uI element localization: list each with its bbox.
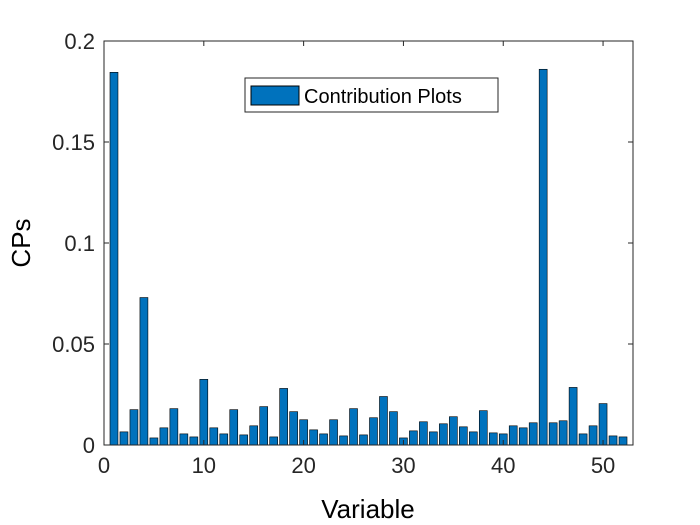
bar [488, 432, 498, 446]
x-tick-label: 40 [491, 453, 515, 478]
bar [249, 425, 259, 446]
x-axis-label: Variable [321, 494, 414, 524]
bar [508, 425, 518, 446]
bar [419, 421, 428, 446]
legend-swatch [250, 85, 300, 106]
bar [159, 427, 169, 446]
bar [309, 429, 318, 446]
y-tick-label: 0.05 [52, 332, 95, 357]
bar [568, 387, 578, 446]
bar [359, 434, 368, 446]
legend-label: Contribution Plots [304, 86, 462, 108]
x-tick-label: 50 [591, 453, 615, 478]
bar [289, 411, 298, 446]
bar [339, 435, 348, 446]
bar [608, 435, 618, 446]
bar [139, 297, 149, 446]
bar [429, 431, 438, 446]
bar [588, 425, 598, 446]
bar [618, 436, 628, 446]
bar [329, 419, 338, 446]
bar [109, 72, 119, 446]
bar [319, 433, 328, 446]
bar [229, 409, 239, 446]
bar [149, 437, 159, 446]
bar [129, 409, 139, 446]
bar [219, 433, 229, 446]
bar [389, 411, 398, 446]
bar [239, 434, 249, 446]
bar [379, 396, 388, 446]
bar [409, 430, 418, 446]
bar [189, 436, 199, 446]
bar [119, 431, 129, 446]
bar [269, 436, 278, 446]
x-tick-label: 10 [192, 453, 216, 478]
bar [199, 379, 209, 446]
bar [179, 433, 189, 446]
bar [478, 410, 488, 446]
y-tick-label: 0.2 [64, 29, 95, 54]
bar [279, 388, 288, 446]
bar [169, 408, 179, 446]
bar [578, 433, 588, 446]
bar [518, 427, 528, 446]
x-tick-label: 20 [291, 453, 315, 478]
y-tick-label: 0.1 [64, 231, 95, 256]
bar [449, 416, 458, 446]
bar [259, 406, 268, 446]
y-axis-label: CPs [6, 218, 36, 267]
bar [369, 417, 378, 446]
x-tick-label: 30 [391, 453, 415, 478]
bar [459, 426, 468, 446]
bar [439, 423, 448, 446]
bar [598, 403, 608, 446]
ticks-group: 0 10 20 30 40 50 0 0.05 0.1 0.15 0.2 [52, 29, 633, 478]
bar [558, 420, 568, 446]
bar [209, 427, 219, 446]
y-tick-label: 0.15 [52, 130, 95, 155]
bar [469, 431, 478, 446]
bar [538, 68, 548, 446]
x-tick-label: 0 [98, 453, 110, 478]
legend: Contribution Plots [244, 77, 499, 113]
bar [349, 408, 358, 446]
bar [528, 422, 538, 446]
bar [548, 422, 558, 446]
y-tick-label: 0 [83, 433, 95, 458]
